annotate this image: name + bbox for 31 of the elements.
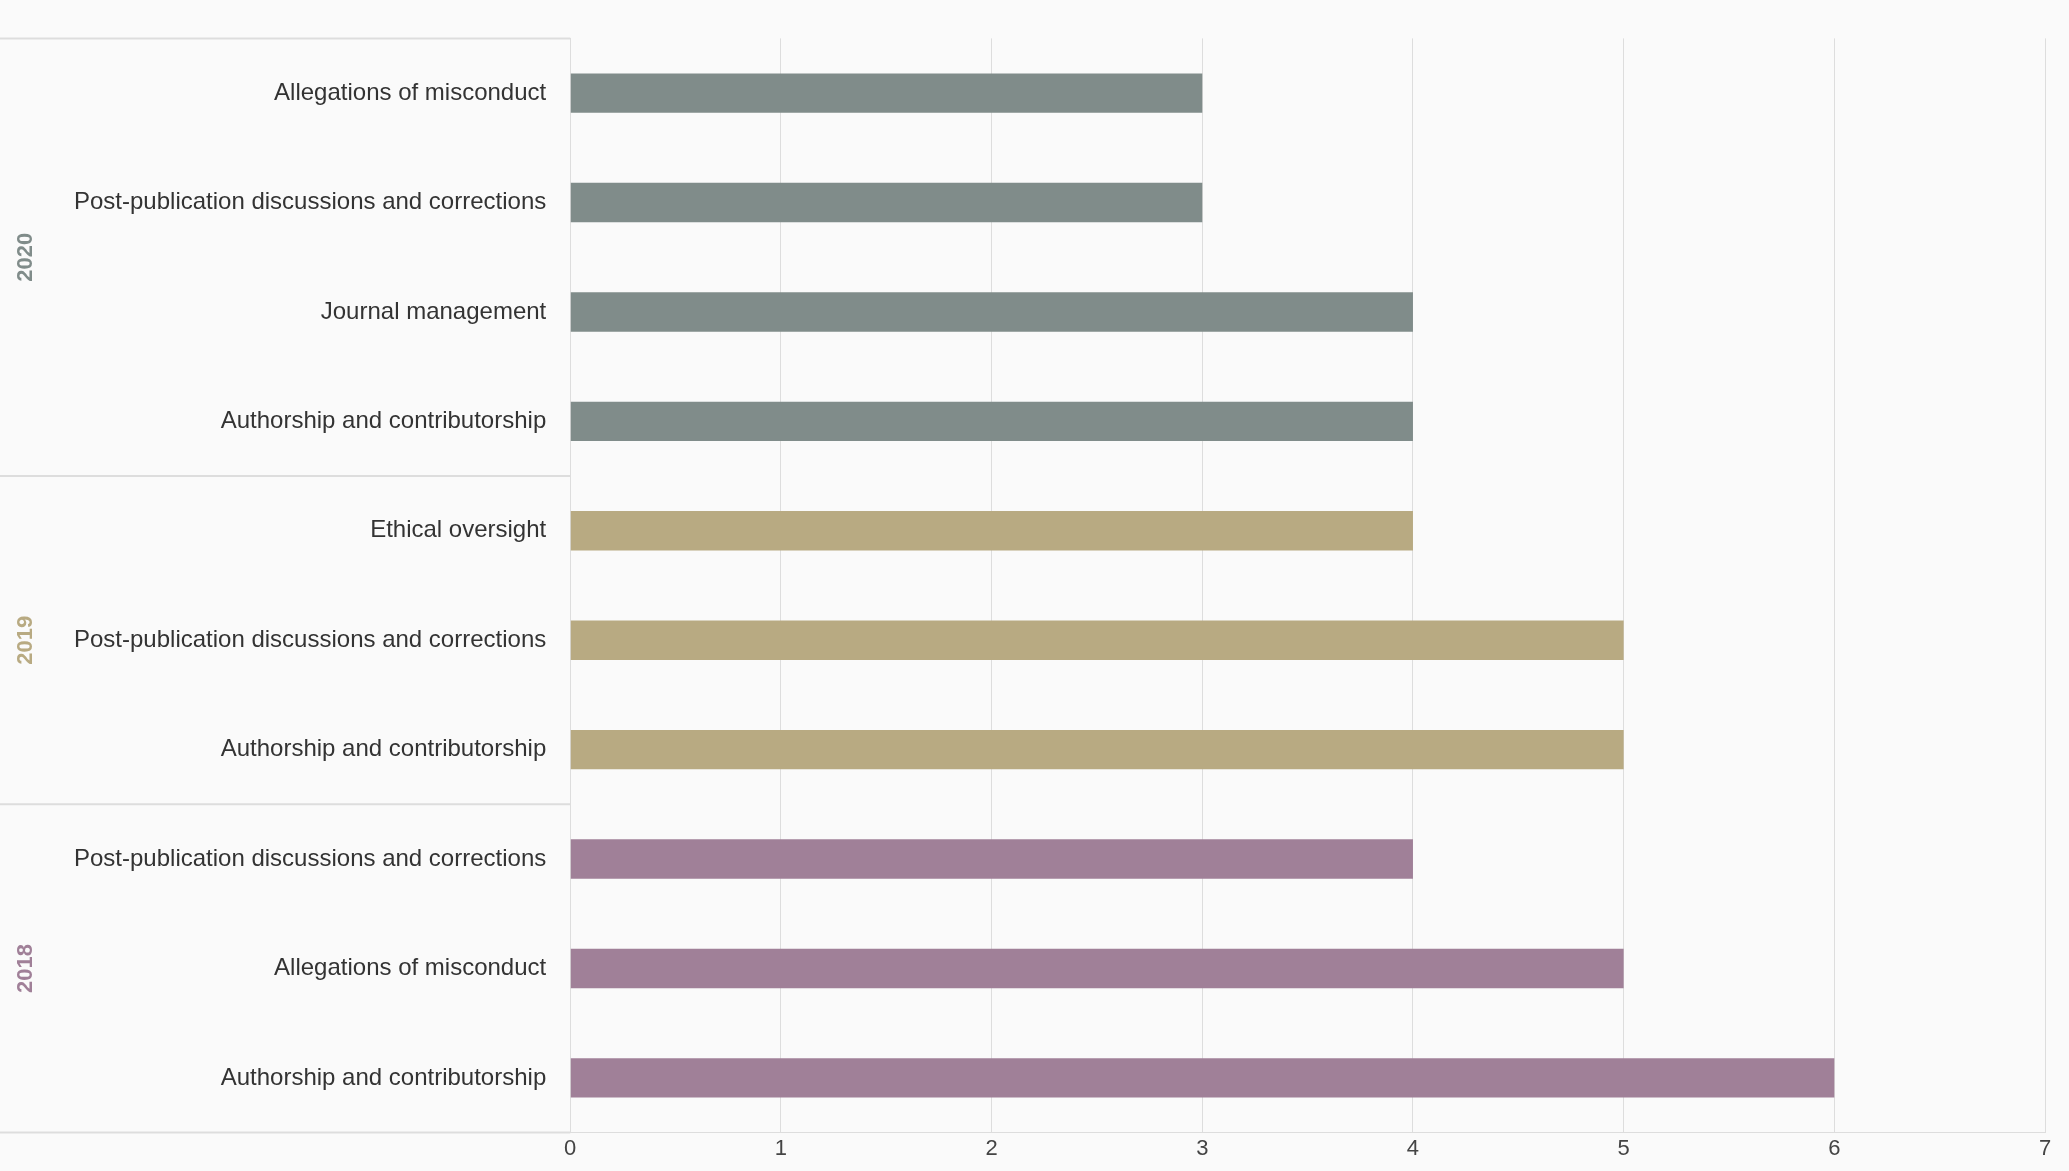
y-tick-label: Authorship and contributorship — [220, 734, 547, 762]
y-tick-label: Allegations of misconduct — [274, 77, 547, 105]
bar — [570, 401, 1413, 442]
x-tick-label: 7 — [2038, 1134, 2052, 1160]
x-tick-label: 3 — [1196, 1134, 1209, 1160]
bar — [570, 948, 1624, 989]
y-tick-label: Authorship and contributorship — [220, 1062, 547, 1090]
bar — [570, 620, 1624, 660]
x-tick-label: 5 — [1617, 1134, 1630, 1160]
bar — [570, 839, 1413, 879]
y-tick-label: Ethical oversight — [370, 515, 547, 543]
y-tick-label: Journal management — [320, 296, 547, 324]
y-tick-label: Post-publication discussions and corrections — [73, 624, 547, 652]
x-tick-label: 4 — [1406, 1134, 1420, 1160]
bar — [570, 511, 1413, 551]
x-tick-label: 6 — [1828, 1134, 1841, 1160]
bar — [570, 182, 1203, 223]
bar — [570, 73, 1203, 113]
x-tick-label: 1 — [774, 1134, 788, 1160]
y-tick-label: Allegations of misconduct — [274, 953, 547, 981]
bar — [570, 729, 1624, 770]
bar — [570, 292, 1413, 332]
bar — [570, 1058, 1835, 1098]
text: 2019 — [12, 615, 38, 665]
y-tick-label: Authorship and contributorship — [220, 405, 547, 433]
y-tick-label: Post-publication discussions and corrections — [73, 187, 547, 215]
text: 2018 — [12, 943, 38, 993]
text: 2020 — [12, 232, 38, 282]
y-tick-label: Post-publication discussions and corrections — [73, 843, 547, 871]
x-tick-label: 0 — [564, 1134, 577, 1160]
x-tick-label: 2 — [985, 1134, 998, 1160]
